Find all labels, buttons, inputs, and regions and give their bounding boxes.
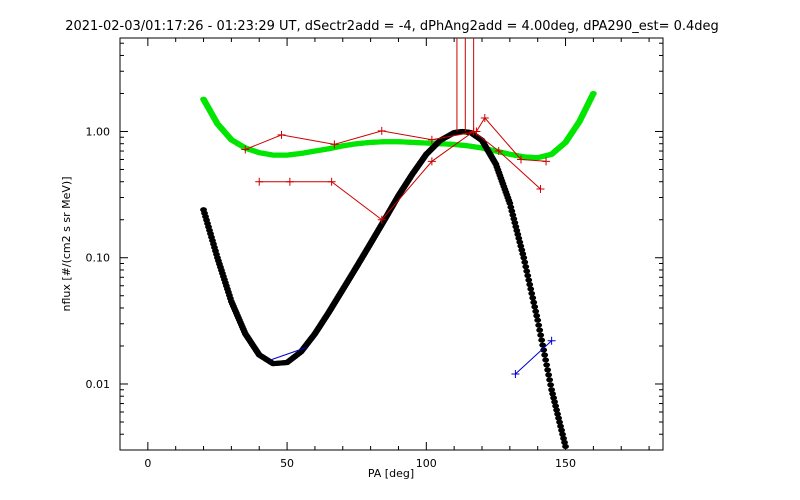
series-1-dot bbox=[518, 247, 526, 253]
series-1-dot bbox=[533, 313, 541, 319]
plot-frame bbox=[119, 37, 664, 451]
series-5-line bbox=[515, 340, 552, 375]
series-3-point bbox=[536, 185, 545, 194]
series-2 bbox=[241, 113, 551, 166]
series-3-point bbox=[327, 177, 336, 186]
series-5 bbox=[511, 336, 556, 378]
series-1 bbox=[200, 128, 569, 450]
series-1-dot bbox=[531, 304, 539, 310]
series-1-dot bbox=[544, 367, 552, 373]
series-2-point bbox=[330, 140, 339, 149]
series-1-dot bbox=[528, 290, 536, 297]
series-2-point bbox=[480, 113, 489, 122]
axes-layer: 0 50 100 150 0.01 0.10 1.00 bbox=[86, 38, 663, 470]
series-1-dot bbox=[506, 200, 514, 206]
series-1-dot bbox=[540, 347, 548, 353]
series-1-dot bbox=[551, 399, 558, 405]
series-1-dot bbox=[550, 395, 558, 401]
series-1-dot bbox=[536, 327, 544, 333]
series-1-dot bbox=[546, 377, 554, 383]
series-1-dot bbox=[534, 317, 542, 323]
series-1-dot bbox=[547, 382, 555, 388]
series-0 bbox=[200, 90, 597, 161]
series-1-dot bbox=[554, 411, 561, 417]
series-1-dot bbox=[559, 431, 566, 437]
series-1-dot bbox=[508, 208, 516, 214]
series-1-dot bbox=[527, 286, 535, 292]
x-axis-label: PA [deg] bbox=[368, 467, 414, 480]
series-1-dot bbox=[507, 204, 515, 210]
series-1-dot bbox=[513, 227, 521, 234]
y-tick-label: 0.10 bbox=[86, 252, 111, 265]
series-1-dot bbox=[523, 268, 531, 274]
series-1-dot bbox=[548, 387, 556, 393]
series-2-point bbox=[427, 135, 436, 144]
series-2-point bbox=[377, 126, 386, 135]
series-1-dot bbox=[545, 372, 553, 378]
series-1-dot bbox=[511, 220, 519, 226]
series-1-dot bbox=[525, 277, 533, 283]
series-1-dot bbox=[529, 295, 537, 301]
series-1-dot bbox=[553, 407, 560, 413]
series-1-dot bbox=[532, 308, 540, 314]
series-1-dot bbox=[561, 439, 568, 446]
series-1-dot bbox=[524, 272, 532, 279]
x-tick-label: 50 bbox=[280, 457, 294, 470]
series-5-point bbox=[547, 336, 556, 345]
series-1-dot bbox=[562, 443, 569, 450]
series-1-dot bbox=[560, 435, 567, 441]
series-1-dot bbox=[530, 299, 538, 305]
series-1-dot bbox=[515, 235, 523, 241]
series-1-dot bbox=[521, 259, 529, 265]
series-1-dot bbox=[555, 415, 562, 421]
series-1-dot bbox=[514, 231, 522, 237]
series-4 bbox=[270, 346, 307, 361]
series-2-point bbox=[277, 130, 286, 139]
series-1-dot bbox=[520, 255, 528, 261]
series-1-dot bbox=[526, 281, 534, 288]
series-1-dot bbox=[512, 224, 520, 230]
series-1-dot bbox=[552, 403, 559, 409]
series-3-point bbox=[427, 157, 436, 166]
x-tick-label: 0 bbox=[144, 457, 151, 470]
series-1-dot bbox=[541, 352, 549, 358]
x-tick-label: 150 bbox=[555, 457, 576, 470]
series-1-dot bbox=[510, 216, 518, 222]
series-1-dot bbox=[538, 337, 546, 343]
series-1-dot bbox=[517, 243, 525, 249]
series-1-dot bbox=[519, 251, 527, 257]
series-1-dot bbox=[522, 264, 530, 270]
y-axis-label: nflux [#/(cm2 s sr MeV)] bbox=[60, 177, 73, 312]
series-2-point bbox=[241, 145, 250, 154]
series-1-dot bbox=[558, 427, 565, 433]
series-1-dot bbox=[549, 391, 557, 397]
series-1-dot bbox=[535, 322, 543, 328]
series-5-point bbox=[511, 369, 520, 378]
series-2-point bbox=[542, 157, 551, 166]
series-3-point bbox=[255, 177, 264, 186]
series-1-dot bbox=[557, 423, 564, 429]
series-3-point bbox=[285, 177, 294, 186]
x-tick-label: 100 bbox=[416, 457, 437, 470]
series-1-dot bbox=[539, 342, 547, 348]
series-1-dot bbox=[537, 332, 545, 338]
series-1-dot bbox=[542, 357, 550, 363]
series-1-dot bbox=[543, 362, 551, 368]
series-3-point bbox=[377, 215, 386, 224]
series-1-dot bbox=[509, 212, 517, 218]
series-0-dot bbox=[589, 90, 597, 97]
series-layer bbox=[200, 38, 597, 450]
series-2-point bbox=[516, 155, 525, 164]
series-3-line bbox=[259, 130, 541, 221]
y-tick-label: 0.01 bbox=[86, 378, 111, 391]
chart-title: 2021-02-03/01:17:26 - 01:23:29 UT, dSect… bbox=[65, 19, 719, 34]
y-tick-label: 1.00 bbox=[86, 125, 111, 138]
series-3-point bbox=[494, 147, 503, 156]
series-1-dot bbox=[516, 239, 524, 245]
series-1-dot bbox=[556, 419, 563, 425]
series-4-line bbox=[270, 346, 307, 361]
